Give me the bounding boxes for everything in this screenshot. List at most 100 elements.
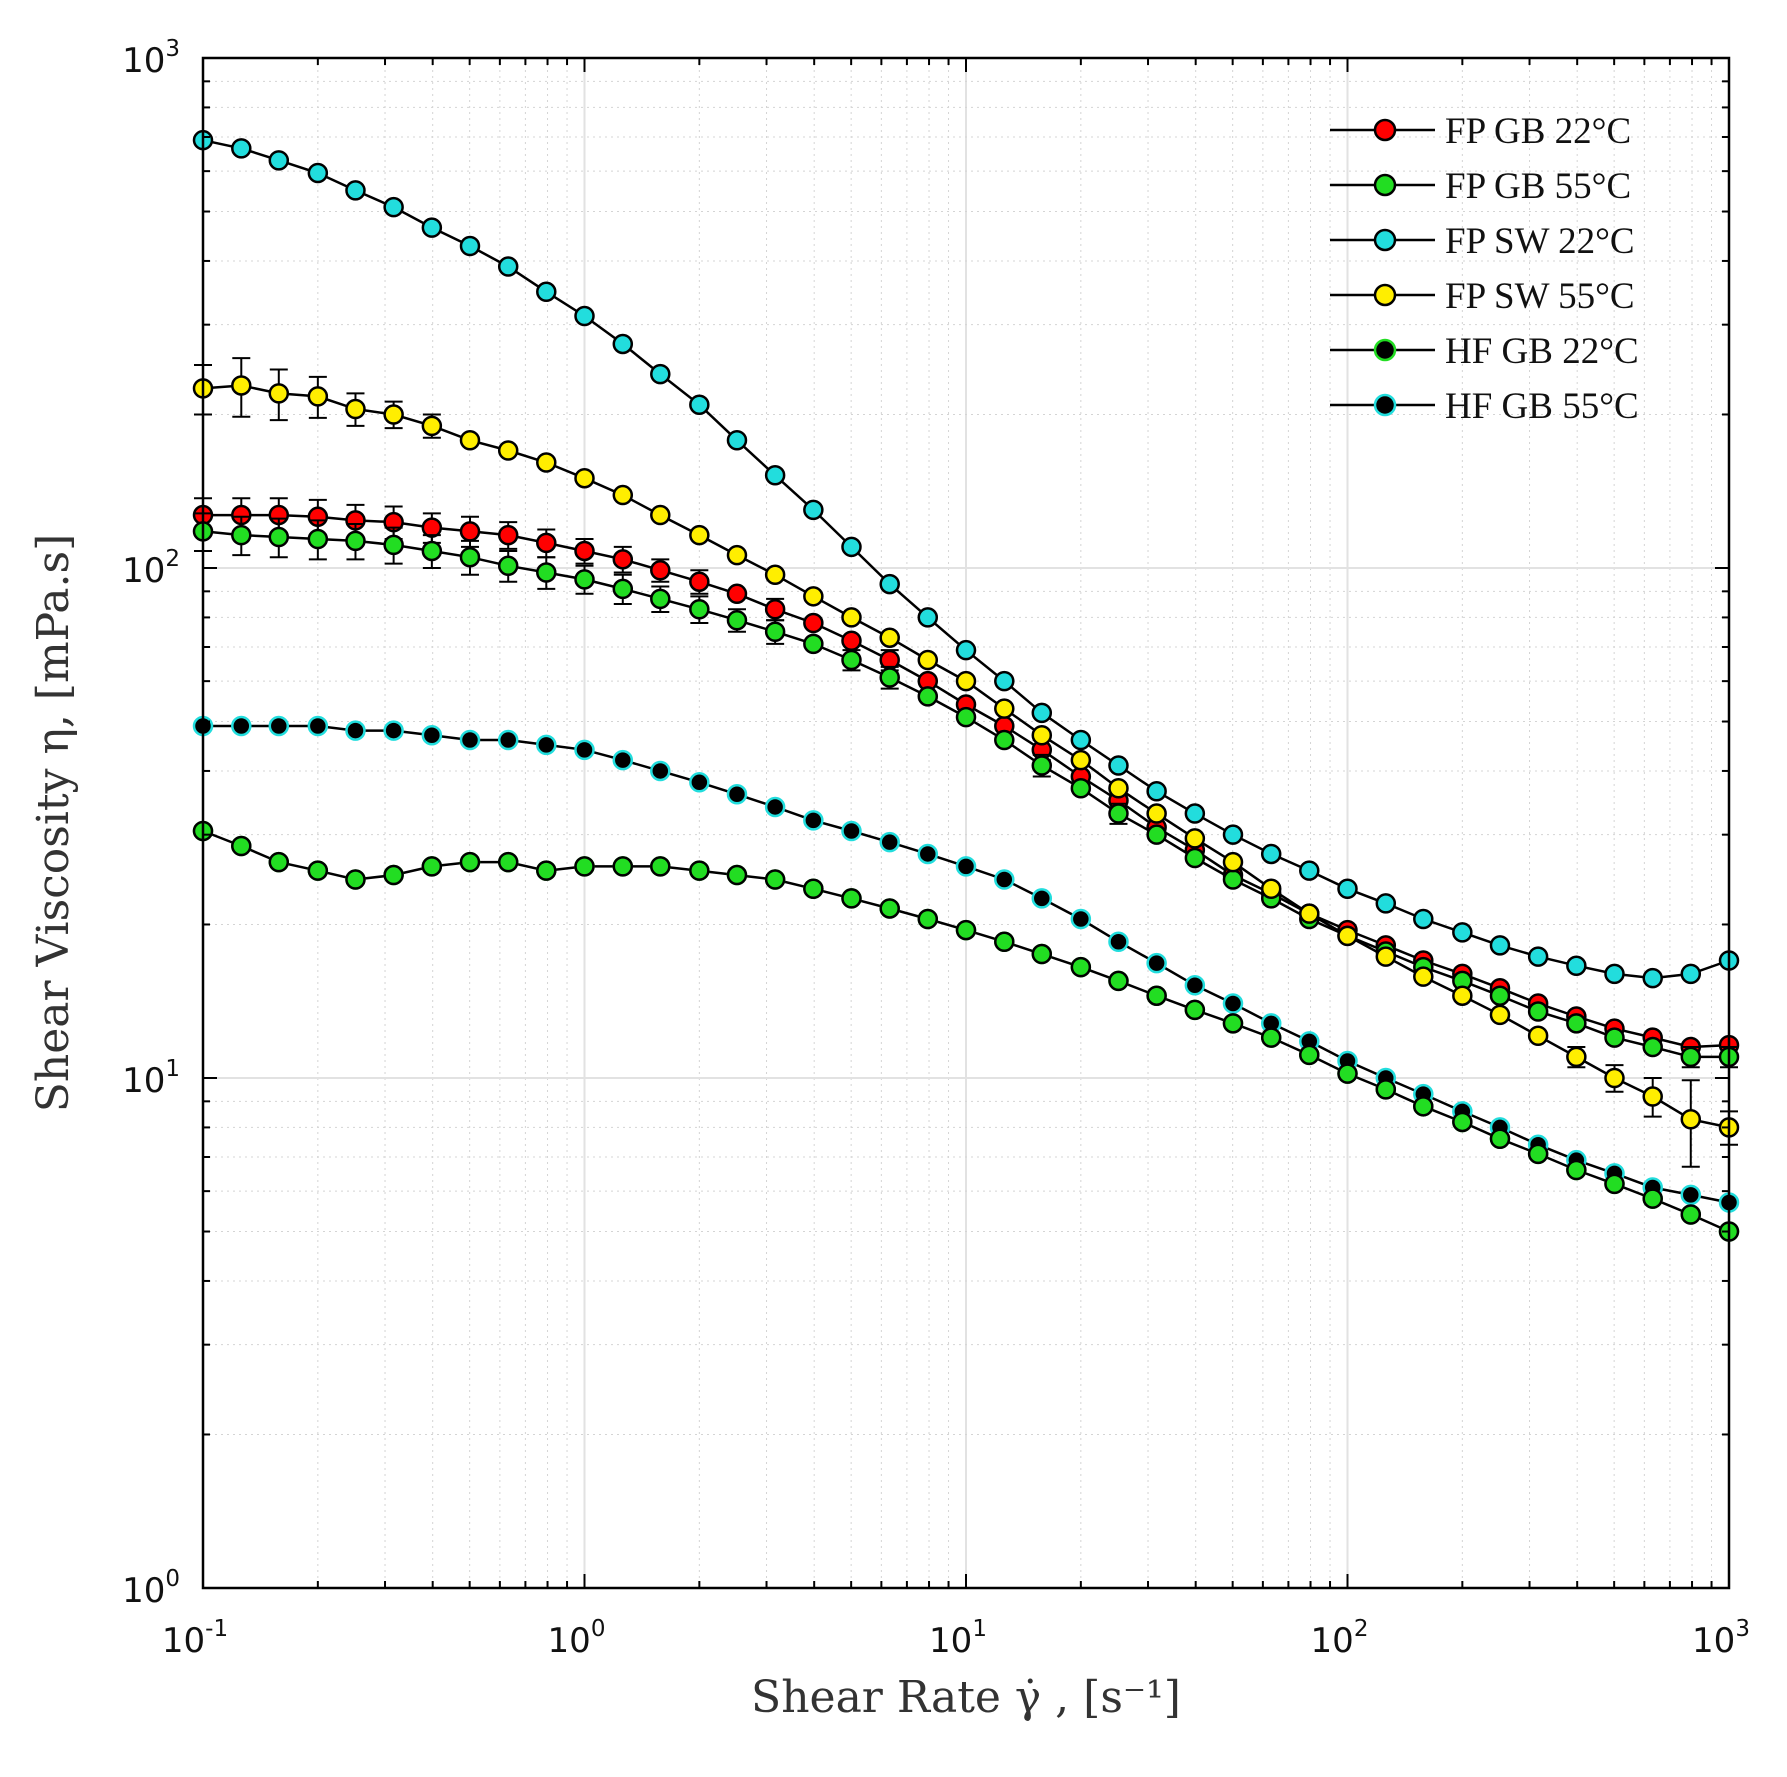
data-point [764,564,786,585]
data-point [917,649,939,671]
data-point [497,256,519,277]
data-point [1031,755,1053,776]
data-point [383,404,404,425]
data-point [1031,702,1053,724]
data-point [1337,925,1358,947]
data-point [917,607,939,628]
data-point [1146,824,1167,845]
data-point [574,305,595,327]
legend-label: FP SW 55°C [1445,276,1635,317]
data-point [536,860,557,881]
data-point [1184,828,1206,849]
series-layer [192,129,1740,1242]
data-point [1260,1027,1282,1048]
data-point [1489,985,1511,1006]
data-point [1489,935,1511,956]
data-point [307,715,329,737]
data-point [1452,1111,1473,1133]
data-point [574,467,595,489]
data-point [803,633,824,655]
data-point [1260,878,1282,900]
data-point [841,630,862,652]
data-point [1031,943,1053,965]
data-point [421,517,443,538]
data-point [345,530,366,552]
data-point [841,888,862,909]
data-point [955,856,977,877]
data-point [1260,843,1282,865]
data-point [497,851,519,873]
data-point [689,772,710,793]
data-point [879,831,900,853]
data-point [1108,931,1129,952]
data-point [994,729,1015,751]
data-point [1070,777,1092,799]
data-point [1222,1013,1244,1034]
data-point [231,835,252,857]
data-point [1566,1159,1587,1181]
data-point [231,715,252,737]
data-point [231,375,252,396]
data-point [1527,1143,1549,1165]
data-point [1375,893,1397,914]
data-point [955,919,977,941]
data-point [726,784,748,805]
data-point [421,724,443,746]
data-point [345,180,366,201]
data-point [268,150,290,171]
data-point [268,383,290,404]
data-point [421,540,443,562]
data-point [1566,1046,1587,1068]
data-point [994,670,1015,692]
data-point [1108,803,1129,824]
series-hf-gb-22-markers [192,820,1740,1242]
legend-marker [1373,283,1397,307]
data-point [268,526,290,548]
data-point [1108,755,1129,776]
data-point [1184,999,1206,1021]
data-point [1299,903,1320,924]
data-point [307,386,329,407]
x-tick-label: 10-1 [162,1616,228,1661]
data-point [650,559,671,581]
data-point [841,607,862,628]
data-point [1489,1004,1511,1026]
data-point [459,521,481,542]
data-point [307,860,329,881]
data-point [421,856,443,877]
data-point [536,734,557,756]
data-point [955,639,977,661]
data-point [459,235,481,257]
y-tick-label: 102 [122,546,180,591]
data-point [803,499,824,521]
data-point [994,931,1015,952]
data-point [917,908,939,930]
data-point [650,363,671,385]
data-point [1108,970,1129,992]
data-point [764,599,786,620]
data-point [650,504,671,526]
data-point [917,686,939,707]
data-point [459,546,481,568]
data-point [726,430,748,451]
data-point [231,524,252,546]
data-point [1527,946,1549,967]
data-point [1642,1188,1663,1209]
data-point [307,162,329,184]
data-point [1413,966,1434,987]
data-point [1184,975,1206,996]
data-point [1680,1046,1702,1068]
legend-marker [1373,173,1397,197]
data-point [1452,985,1473,1006]
data-point [1337,1063,1358,1084]
data-point [574,540,595,562]
data-point [726,609,748,631]
y-axis-title: Shear Viscosity η, [mPa.s] [28,534,79,1113]
data-point [231,138,252,159]
data-point [1070,908,1092,930]
data-point [764,869,786,890]
legend-marker [1373,118,1397,142]
legend-label: HF GB 55°C [1445,386,1639,427]
data-point [1146,985,1167,1006]
data-point [268,715,290,737]
